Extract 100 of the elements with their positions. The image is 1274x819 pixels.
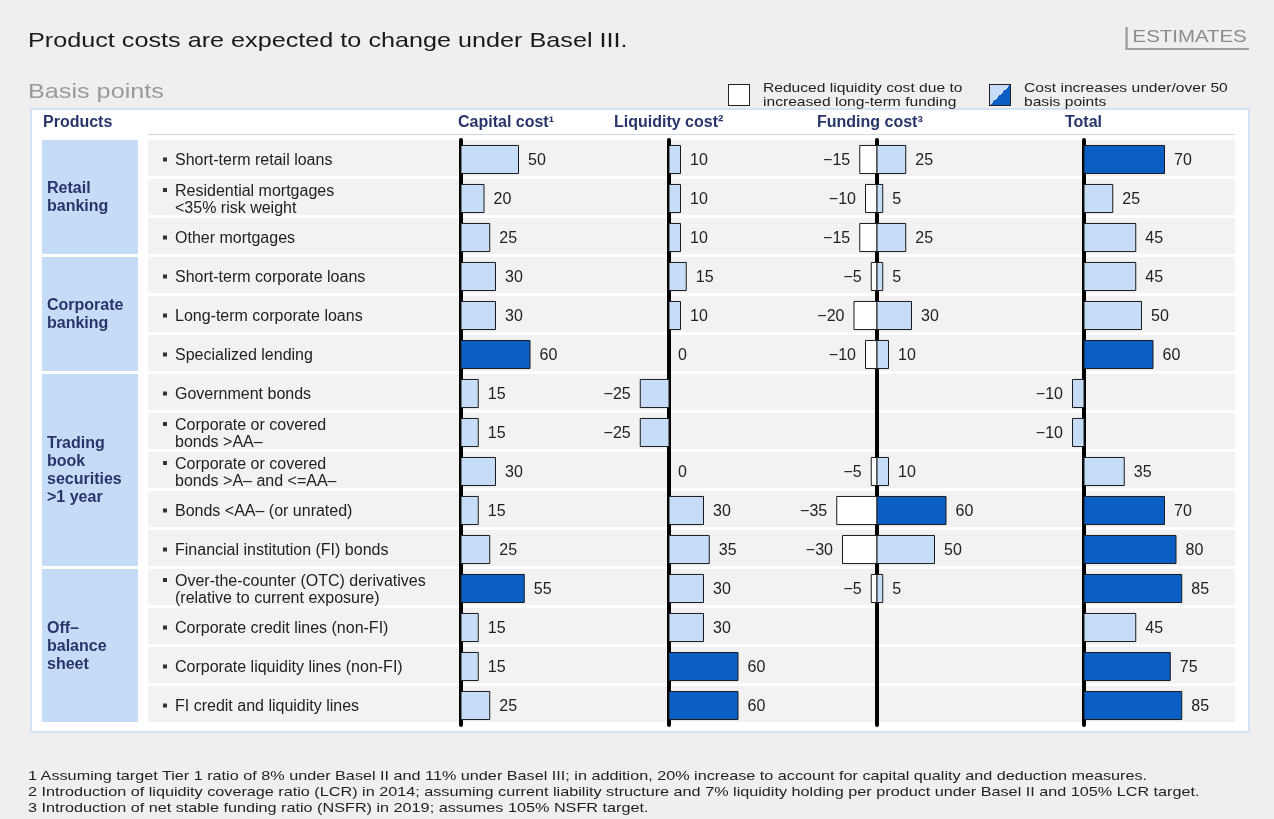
data-label: 10 <box>690 190 708 207</box>
bar <box>668 261 687 292</box>
y-tick-label: Short-term retail loans <box>175 151 333 168</box>
data-label: −20 <box>817 307 845 324</box>
text: 2 Introduction of liquidity coverage ratio (LCR) in 2014; assuming current liability structure and 7% liquidity holding per product under Basel II and 105% LCR target. <box>28 784 1200 799</box>
data-label: −15 <box>823 229 851 246</box>
data-label: 10 <box>690 229 708 246</box>
data-label: 15 <box>487 385 506 402</box>
data-label: 30 <box>921 307 939 324</box>
data-label: 25 <box>915 229 934 246</box>
bar <box>460 222 491 253</box>
text: ESTIMATES <box>1125 27 1249 50</box>
bar <box>460 612 479 643</box>
bar <box>1072 417 1085 448</box>
bar <box>460 690 491 721</box>
bar <box>1083 573 1183 604</box>
y-tick-label: Government bonds <box>175 385 312 402</box>
data-label: 5 <box>892 190 902 207</box>
bar <box>1083 612 1137 643</box>
data-label: −10 <box>828 346 857 363</box>
data-label: 35 <box>1133 463 1152 480</box>
bar <box>460 300 496 331</box>
text: Off– balance sheet <box>47 618 107 673</box>
data-label: 70 <box>1174 151 1192 168</box>
bar <box>1083 222 1137 253</box>
y-tick-label: Short-term corporate loans <box>175 268 366 285</box>
bar <box>1083 690 1183 721</box>
data-label: 60 <box>539 346 558 363</box>
data-label: 75 <box>1179 658 1198 675</box>
bar <box>460 651 479 682</box>
bar <box>668 144 681 175</box>
data-label: 15 <box>487 619 506 636</box>
bar <box>639 417 670 448</box>
legend-label: Cost increases under/over 50 basis points <box>1024 80 1229 109</box>
data-label: 30 <box>713 619 731 636</box>
y-tick-label: Long-term corporate loans <box>175 307 363 324</box>
bar <box>668 573 704 604</box>
bar <box>1083 300 1142 331</box>
bar <box>460 378 479 409</box>
data-label: 45 <box>1145 268 1164 285</box>
data-label: 5 <box>892 580 902 597</box>
bar <box>460 456 496 487</box>
data-label: −10 <box>1035 424 1064 441</box>
data-label: 25 <box>499 229 518 246</box>
y-tick-label: FI credit and liquidity lines <box>175 697 360 714</box>
chart-title: Funding cost³ <box>817 112 923 130</box>
bar <box>668 222 681 253</box>
bar <box>460 144 519 175</box>
data-label: 25 <box>499 541 518 558</box>
bar <box>639 378 670 409</box>
data-label: 30 <box>505 268 523 285</box>
bar <box>1083 534 1177 565</box>
chart-title: Capital cost¹ <box>458 112 555 130</box>
data-label: 10 <box>898 346 916 363</box>
bar <box>668 612 704 643</box>
data-label: −25 <box>603 424 631 441</box>
y-tick-label: Corporate or covered bonds >A– and <=AA– <box>175 454 337 489</box>
data-label: −30 <box>805 541 834 558</box>
bar <box>1083 144 1165 175</box>
data-label: −5 <box>843 463 862 480</box>
y-tick-label: Corporate credit lines (non-FI) <box>175 619 389 636</box>
data-label: 10 <box>690 307 708 324</box>
data-label: 50 <box>1151 307 1169 324</box>
bar <box>460 261 496 292</box>
data-label: 35 <box>718 541 737 558</box>
data-label: −5 <box>843 580 862 597</box>
data-label: 50 <box>944 541 962 558</box>
bar <box>668 495 704 526</box>
data-label: 5 <box>892 268 902 285</box>
data-label: 25 <box>915 151 934 168</box>
bar <box>1083 651 1171 682</box>
data-label: 60 <box>1162 346 1181 363</box>
text: Basis points <box>28 79 164 103</box>
text: Corporate banking <box>47 296 124 332</box>
text: Product costs are expected to change under Basel III. <box>28 28 628 52</box>
text: Trading book securities >1 year <box>47 434 122 506</box>
bar <box>460 183 485 214</box>
bar <box>460 573 525 604</box>
bar <box>460 417 479 448</box>
data-label: 60 <box>747 658 766 675</box>
data-label: 45 <box>1145 229 1164 246</box>
y-tick-label: Corporate liquidity lines (non-FI) <box>175 658 403 675</box>
data-label: 15 <box>487 502 506 519</box>
data-label: 60 <box>747 697 766 714</box>
data-label: 85 <box>1191 580 1210 597</box>
data-label: 15 <box>487 424 506 441</box>
data-label: −10 <box>1035 385 1064 402</box>
bar <box>1083 456 1125 487</box>
data-label: 10 <box>690 151 708 168</box>
bar <box>668 690 739 721</box>
text: 3 Introduction of net stable funding ratio (NSFR) in 2019; assumes 105% NSFR target. <box>28 800 649 815</box>
bar <box>668 183 681 214</box>
data-label: −35 <box>800 502 828 519</box>
bar <box>1083 183 1114 214</box>
data-label: 25 <box>1122 190 1141 207</box>
bar <box>1083 339 1154 370</box>
data-label: 20 <box>493 190 512 207</box>
bar <box>668 300 681 331</box>
data-label: 15 <box>487 658 506 675</box>
bar <box>460 534 491 565</box>
